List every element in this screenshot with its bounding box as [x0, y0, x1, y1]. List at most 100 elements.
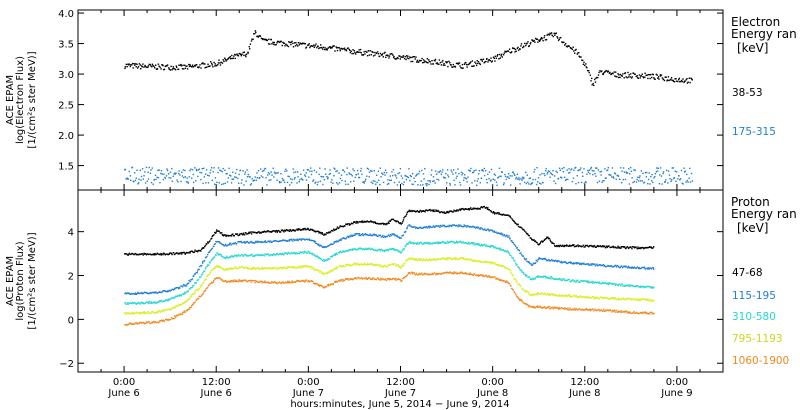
data-point: [653, 77, 655, 79]
data-point: [162, 319, 164, 321]
data-point: [244, 241, 246, 243]
data-point: [432, 210, 434, 213]
data-point: [517, 49, 520, 51]
data-point: [332, 268, 334, 271]
data-point: [501, 249, 504, 251]
data-point: [517, 225, 520, 228]
data-point: [335, 241, 337, 243]
data-point: [596, 76, 598, 79]
data-point: [398, 251, 400, 253]
data-point: [427, 274, 430, 276]
data-point: [372, 55, 375, 57]
data-point: [470, 259, 472, 261]
data-point: [146, 253, 149, 255]
data-point: [203, 176, 206, 178]
data-point: [648, 299, 650, 302]
data-point: [160, 253, 162, 255]
data-point: [584, 263, 586, 265]
data-point: [580, 181, 583, 184]
data-point: [545, 38, 548, 41]
data-point: [500, 171, 503, 173]
data-point: [526, 304, 529, 306]
data-point: [557, 278, 560, 280]
data-point: [628, 266, 630, 268]
data-point: [516, 173, 519, 175]
data-point: [482, 274, 484, 276]
data-point: [649, 285, 651, 288]
data-point: [204, 278, 207, 280]
data-point: [416, 210, 418, 212]
data-point: [170, 318, 172, 321]
data-point: [540, 37, 543, 39]
data-point: [481, 206, 483, 208]
data-point: [442, 169, 444, 171]
data-point: [188, 251, 191, 253]
data-point: [306, 252, 309, 254]
data-point: [172, 175, 174, 177]
data-point: [561, 294, 563, 297]
data-point: [214, 177, 217, 179]
data-point: [264, 231, 266, 233]
data-point: [272, 240, 274, 242]
data-point: [452, 173, 454, 175]
data-point: [351, 279, 353, 281]
data-point: [159, 253, 161, 256]
data-point: [211, 62, 213, 65]
data-point: [637, 176, 639, 178]
data-point: [638, 74, 641, 76]
data-point: [344, 180, 346, 182]
data-point: [651, 73, 654, 75]
data-point: [282, 281, 284, 283]
data-point: [528, 177, 530, 180]
data-point: [563, 295, 565, 297]
data-point: [384, 236, 387, 238]
data-point: [391, 171, 393, 173]
data-point: [151, 322, 153, 324]
data-point: [412, 272, 415, 275]
data-point: [377, 249, 379, 251]
data-point: [406, 274, 409, 276]
data-point: [405, 215, 407, 217]
data-point: [228, 167, 230, 169]
data-point: [406, 227, 408, 230]
data-point: [472, 171, 475, 174]
data-point: [127, 292, 129, 294]
data-point: [144, 253, 147, 255]
data-point: [203, 290, 206, 292]
data-point: [166, 168, 168, 170]
data-point: [152, 254, 154, 256]
data-point: [578, 245, 581, 247]
data-point: [320, 233, 322, 235]
data-point: [601, 282, 604, 284]
data-point: [536, 306, 538, 308]
data-point: [442, 64, 445, 66]
data-point: [218, 253, 220, 255]
data-point: [370, 220, 372, 222]
data-point: [418, 258, 420, 260]
data-point: [162, 178, 165, 181]
data-point: [501, 265, 504, 267]
data-point: [367, 234, 369, 236]
data-point: [410, 60, 412, 63]
data-point: [246, 281, 249, 283]
data-point: [159, 309, 161, 312]
data-point: [427, 226, 429, 228]
data-point: [214, 266, 216, 268]
data-point: [421, 57, 423, 60]
data-point: [132, 323, 134, 325]
data-point: [291, 280, 293, 282]
data-point: [165, 299, 167, 301]
data-point: [445, 226, 448, 228]
data-point: [299, 179, 301, 181]
data-point: [451, 210, 453, 213]
data-point: [272, 253, 275, 255]
data-point: [599, 171, 601, 173]
data-point: [417, 227, 419, 229]
data-point: [175, 295, 177, 297]
data-point: [284, 170, 286, 172]
data-point: [497, 176, 500, 178]
data-point: [256, 172, 258, 174]
data-point: [219, 277, 221, 279]
data-point: [583, 168, 585, 170]
data-point: [566, 244, 568, 246]
